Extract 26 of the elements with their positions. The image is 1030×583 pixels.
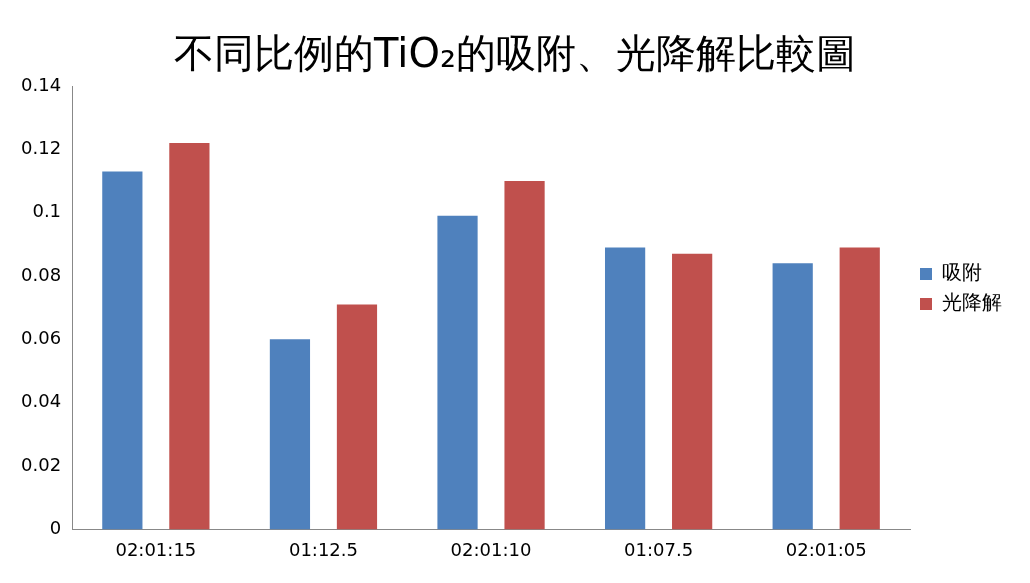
bar bbox=[336, 304, 378, 530]
x-tick-label: 01:12.5 bbox=[288, 538, 358, 560]
bar bbox=[504, 181, 545, 530]
legend-label: 光降解 bbox=[942, 290, 1002, 315]
bar bbox=[269, 339, 311, 530]
chart-title: 不同比例的TiO₂的吸附、光降解比較圖 bbox=[174, 30, 856, 77]
y-tick-label: 0 bbox=[49, 517, 62, 539]
bar bbox=[839, 247, 880, 530]
bar bbox=[772, 263, 813, 530]
y-tick-label: 0.08 bbox=[21, 263, 62, 285]
legend-label: 吸附 bbox=[942, 260, 982, 285]
y-tick-label: 0.1 bbox=[32, 200, 62, 222]
bar bbox=[169, 143, 210, 530]
y-tick-label: 0.04 bbox=[21, 390, 62, 412]
x-tick-label: 02:01:15 bbox=[115, 538, 197, 560]
bar bbox=[605, 247, 646, 530]
x-tick-label: 02:01:05 bbox=[785, 538, 867, 560]
y-tick-label: 0.14 bbox=[21, 73, 62, 95]
y-tick-label: 0.02 bbox=[21, 453, 62, 475]
bar bbox=[102, 171, 143, 530]
x-tick-label: 01:07.5 bbox=[624, 538, 694, 560]
bar bbox=[672, 253, 713, 530]
y-tick-label: 0.06 bbox=[21, 327, 62, 349]
x-tick-label: 02:01:10 bbox=[450, 538, 532, 560]
y-tick-label: 0.12 bbox=[21, 137, 62, 159]
bar bbox=[437, 215, 478, 530]
